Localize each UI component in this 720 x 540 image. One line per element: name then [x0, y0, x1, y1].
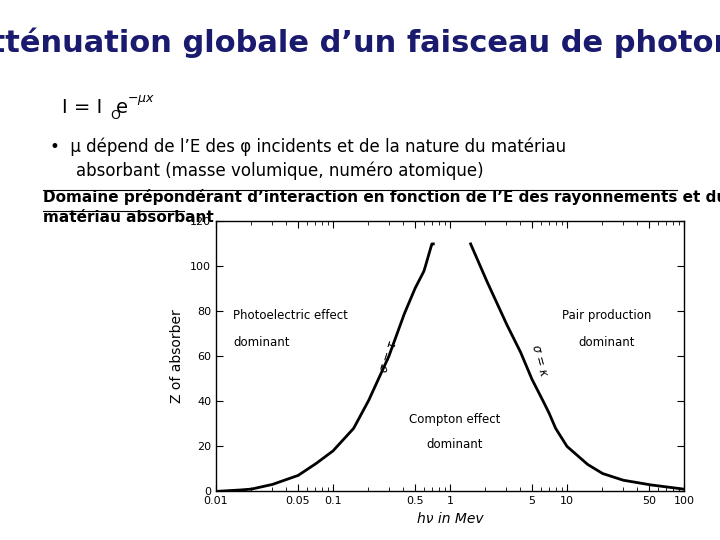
Text: I = I: I = I	[63, 98, 103, 117]
Text: Atténuation globale d’un faisceau de photons: Atténuation globale d’un faisceau de pho…	[0, 27, 720, 57]
Text: dominant: dominant	[426, 437, 483, 451]
Text: σ = τ: σ = τ	[378, 339, 400, 374]
Text: Pair production: Pair production	[562, 309, 652, 322]
Text: e: e	[116, 98, 128, 117]
X-axis label: hν in Mev: hν in Mev	[417, 512, 483, 526]
Text: •  μ dépend de l’E des φ incidents et de la nature du matériau: • μ dépend de l’E des φ incidents et de …	[50, 138, 567, 156]
Text: dominant: dominant	[233, 336, 289, 349]
Text: Domaine prépondérant d’interaction en fonction de l’E des rayonnements et du Z d: Domaine prépondérant d’interaction en fo…	[43, 189, 720, 205]
Text: dominant: dominant	[579, 336, 635, 349]
Text: absorbant (masse volumique, numéro atomique): absorbant (masse volumique, numéro atomi…	[76, 162, 483, 180]
Text: Compton effect: Compton effect	[409, 413, 500, 426]
Text: $-\mu x$: $-\mu x$	[127, 93, 155, 107]
Text: σ = κ: σ = κ	[529, 344, 549, 378]
Text: Photoelectric effect: Photoelectric effect	[233, 309, 348, 322]
Text: matériau absorbant: matériau absorbant	[43, 210, 214, 225]
Y-axis label: Z of absorber: Z of absorber	[171, 309, 184, 403]
Text: O: O	[110, 109, 120, 122]
